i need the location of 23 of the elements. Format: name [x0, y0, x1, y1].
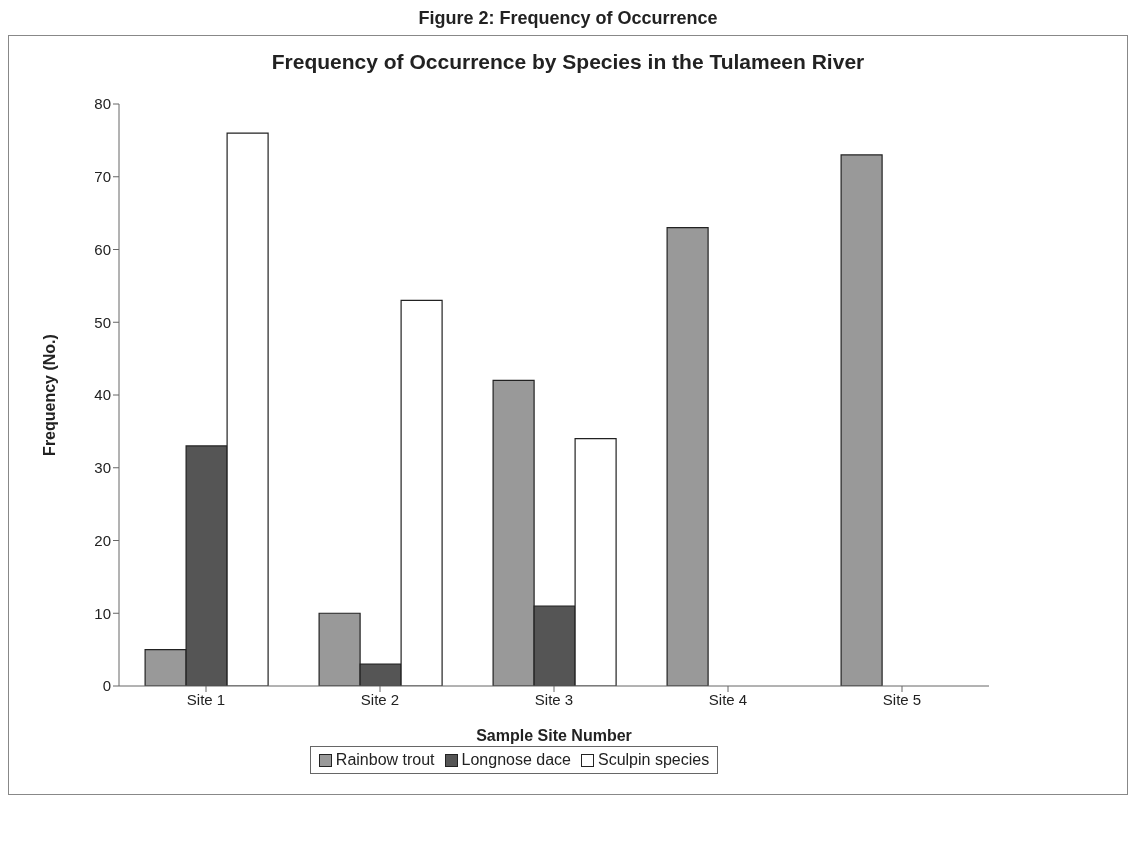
y-tick-label: 70 — [94, 168, 111, 186]
x-tick-label: Site 3 — [534, 690, 574, 708]
chart-subtitle: Frequency of Occurrence by Species in the Tulameen River — [270, 50, 866, 74]
legend-label: Sculpin species — [597, 751, 710, 769]
y-tick-label: 30 — [94, 459, 111, 477]
y-tick-label: 20 — [94, 531, 111, 549]
y-axis-title: Frequency (No.) — [40, 334, 58, 456]
x-tick-label: Site 5 — [882, 690, 922, 708]
x-tick-label: Site 4 — [708, 690, 748, 708]
bar — [840, 154, 883, 686]
chart-title: Figure 2: Frequency of Occurrence — [417, 8, 719, 29]
x-axis-title: Sample Site Number — [476, 727, 632, 744]
y-tick-label: 60 — [94, 240, 111, 258]
y-tick-label: 50 — [94, 313, 111, 331]
y-tick-label: 80 — [94, 95, 111, 113]
y-tick-label: 40 — [94, 386, 111, 404]
x-tick-label: Site 2 — [360, 690, 400, 708]
y-tick-label: 10 — [94, 604, 111, 622]
x-tick-label: Site 1 — [186, 690, 226, 708]
legend-label: Rainbow trout — [334, 751, 435, 769]
y-tick-label: 0 — [102, 677, 111, 695]
bar — [666, 227, 709, 686]
legend-label: Longnose dace — [460, 751, 571, 769]
